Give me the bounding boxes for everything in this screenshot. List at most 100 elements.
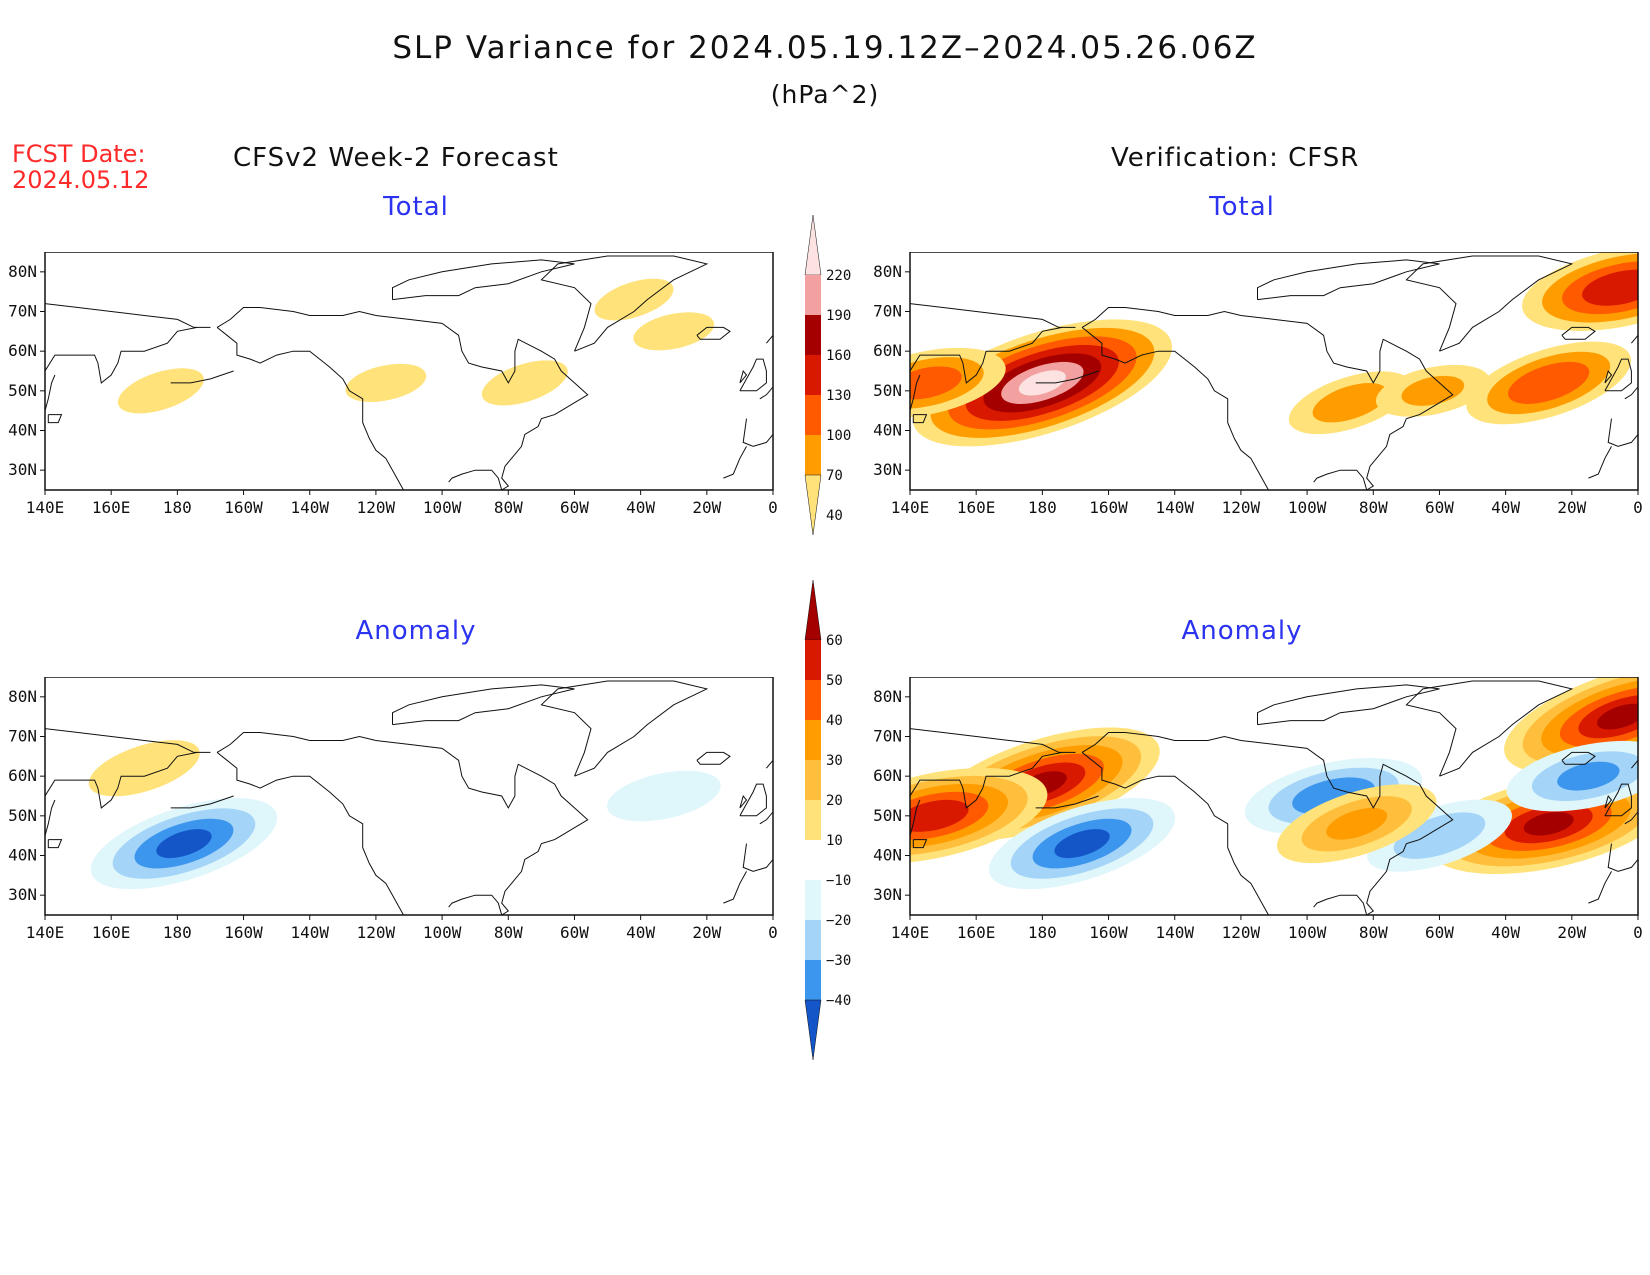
lat-tick-label: 30N — [8, 885, 37, 904]
lon-tick-label: 180 — [163, 498, 192, 517]
coastline — [910, 303, 1076, 328]
contour-fill — [1523, 812, 1574, 836]
colorbar-svg: 220 190 160 130 100 70 40 — [804, 214, 851, 536]
lat-tick-label: 40N — [8, 421, 37, 440]
lat-tick-label: 60N — [8, 766, 37, 785]
coastline — [1240, 740, 1454, 915]
lon-tick-label: 100W — [423, 923, 462, 942]
coastline — [375, 315, 589, 490]
colorbar-swatch — [805, 435, 821, 475]
lon-tick-label: 80W — [1359, 923, 1388, 942]
fcst-anomaly-map: 80N 70N 60N 50N 40N 30N 140E 160E 180 160W 140W 120… — [0, 677, 788, 947]
verif-anomaly-map: 80N 70N 60N 50N 40N 30N 140E 160E 180 160W 140W 120… — [865, 677, 1650, 947]
colorbar-label: 40 — [826, 508, 843, 524]
coastline — [742, 418, 773, 447]
lon-tick-label: 160E — [957, 923, 996, 942]
lat-tick-label: 30N — [8, 460, 37, 479]
coastline — [1604, 783, 1632, 817]
lon-tick-label: 140E — [26, 498, 65, 517]
contour-fill — [156, 829, 212, 859]
verif-anomaly-title: Anomaly — [1181, 616, 1303, 646]
lat-tick-label: 70N — [873, 727, 902, 746]
fcst-total-title: Total — [383, 192, 449, 222]
lon-tick-label: 20W — [692, 923, 721, 942]
coastline — [170, 795, 234, 809]
coastline — [1631, 759, 1638, 769]
lon-tick-label: 60W — [1425, 498, 1454, 517]
coastline — [45, 751, 198, 809]
coastline — [1257, 684, 1440, 726]
colorbar-swatch — [805, 680, 821, 720]
coastline — [739, 358, 767, 392]
coastline — [739, 794, 748, 809]
forecast-heading: CFSv2 Week-2 Forecast — [233, 143, 559, 173]
lat-tick-label: 60N — [873, 766, 902, 785]
lon-tick-label: 80W — [494, 923, 523, 942]
coastline — [910, 728, 1076, 753]
lon-tick-label: 120W — [357, 923, 396, 942]
lat-tick-label: 80N — [873, 262, 902, 281]
lon-tick-label: 0 — [1633, 498, 1643, 517]
lon-tick-label: 40W — [626, 923, 655, 942]
colorbar-label: 60 — [826, 633, 843, 649]
map-frame — [909, 252, 1639, 491]
coastline — [392, 259, 575, 301]
coastline — [696, 751, 731, 765]
lon-tick-label: 160E — [92, 498, 131, 517]
colorbar-swatch — [804, 579, 822, 641]
lon-tick-label: 160E — [92, 923, 131, 942]
coastline — [170, 370, 234, 384]
coastline — [912, 414, 928, 424]
lon-tick-label: 60W — [560, 498, 589, 517]
contour-fill — [633, 312, 715, 351]
coastline — [540, 255, 709, 352]
coastline — [1588, 446, 1612, 479]
colorbar-label: 130 — [826, 388, 851, 404]
coastline — [723, 871, 747, 904]
coastline — [1561, 751, 1596, 765]
main-title: SLP Variance for 2024.05.19.12Z–2024.05.… — [392, 30, 1258, 66]
lon-tick-label: 180 — [163, 923, 192, 942]
lat-tick-label: 60N — [873, 341, 902, 360]
contour-fill — [1054, 829, 1110, 859]
lon-tick-label: 140W — [1155, 923, 1194, 942]
coastline — [1624, 386, 1638, 400]
lat-tick-label: 50N — [873, 381, 902, 400]
lat-tick-label: 80N — [8, 262, 37, 281]
lat-tick-label: 50N — [873, 806, 902, 825]
coastline — [739, 783, 767, 817]
lon-tick-label: 0 — [1633, 923, 1643, 942]
colorbar-label: 40 — [826, 713, 843, 729]
coastline — [1561, 326, 1596, 340]
lon-tick-label: 180 — [1028, 498, 1057, 517]
map-frame — [44, 252, 774, 491]
coastline — [910, 326, 1063, 384]
lon-tick-label: 100W — [1288, 498, 1327, 517]
contour-fill — [1401, 375, 1465, 406]
colorbar-swatch — [805, 395, 821, 435]
lat-tick-label: 30N — [873, 460, 902, 479]
coastline — [759, 386, 773, 400]
lat-tick-label: 80N — [873, 687, 902, 706]
colorbar-swatch — [805, 720, 821, 760]
colorbar-label: 30 — [826, 753, 843, 769]
colorbar-swatch — [805, 760, 821, 800]
units-label: (hPa^2) — [770, 80, 880, 109]
coastline — [47, 839, 63, 849]
coastline — [766, 759, 773, 769]
lat-tick-label: 70N — [8, 302, 37, 321]
map-frame — [44, 677, 774, 916]
map-svg: 80N 70N 60N 50N 40N 30N 140E 160E 180 160W 140W 120… — [8, 252, 778, 517]
colorbar-swatch — [804, 214, 822, 276]
lon-tick-label: 80W — [1359, 498, 1388, 517]
contour-fill — [1326, 807, 1388, 840]
lat-tick-label: 70N — [873, 302, 902, 321]
coastline — [45, 799, 56, 836]
lon-tick-label: 0 — [768, 498, 778, 517]
coastline — [1081, 307, 1242, 328]
contour-fill — [1582, 269, 1638, 306]
lon-tick-label: 80W — [494, 498, 523, 517]
colorbar-swatch — [805, 920, 821, 960]
coastline — [910, 799, 921, 836]
coastline — [1405, 680, 1574, 777]
